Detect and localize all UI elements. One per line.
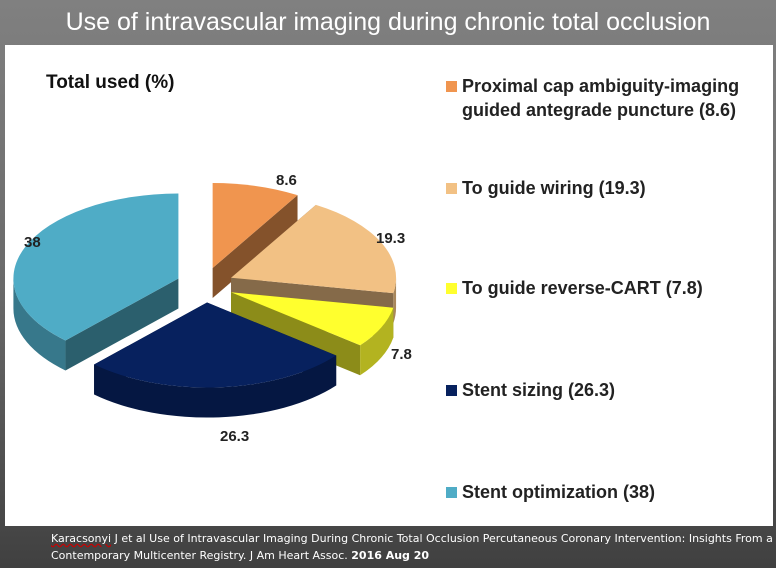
citation-date: 2016 Aug 20 [351,549,430,562]
data-label-1: 19.3 [376,230,406,247]
pie-slice-wall-2 [360,307,394,376]
data-label-3: 26.3 [220,428,250,445]
data-label-4: 38 [24,234,41,251]
data-label-0: 8.6 [276,172,297,189]
pie-slice-0 [212,183,298,269]
legend-label: To guide wiring (19.3) [462,178,646,198]
pie-slice-wall-4 [13,278,66,371]
pie-slice-wall-3 [94,355,337,418]
citation-author: Karacsonyi [51,532,112,545]
legend-swatch [446,183,457,194]
pie-slice-side-4 [65,278,179,371]
slide-title: Use of intravascular imaging during chro… [65,8,711,36]
pie-slice-3 [94,302,337,388]
legend-label: Stent optimization (38) [462,482,655,502]
pie-slice-wall-1 [393,277,397,324]
data-label-2: 7.8 [391,346,412,363]
pie-slice-2 [231,292,394,346]
legend-label: Stent sizing (26.3) [462,380,616,400]
legend-swatch [446,81,457,92]
legend-item-1: To guide wiring (19.3) [446,176,762,200]
legend-label: To guide reverse-CART (7.8) [462,278,703,298]
legend-swatch [446,283,457,294]
chart-title: Total used (%) [46,72,175,93]
citation: Karacsonyi J et al Use of Intravascular … [51,530,776,564]
legend-item-2: To guide reverse-CART (7.8) [446,276,762,300]
legend-item-0: Proximal cap ambiguity-imaging guided an… [446,74,762,122]
legend-item-3: Stent sizing (26.3) [446,378,762,402]
pie-slice-4 [13,193,179,341]
legend-swatch [446,487,457,498]
pie-slice-1 [231,204,397,294]
pie-slice-side-0 [212,195,298,299]
citation-text: J et al Use of Intravascular Imaging Dur… [51,532,773,562]
legend-item-4: Stent optimization (38) [446,480,762,504]
legend-label: Proximal cap ambiguity-imaging guided an… [462,76,740,120]
legend-swatch [446,385,457,396]
